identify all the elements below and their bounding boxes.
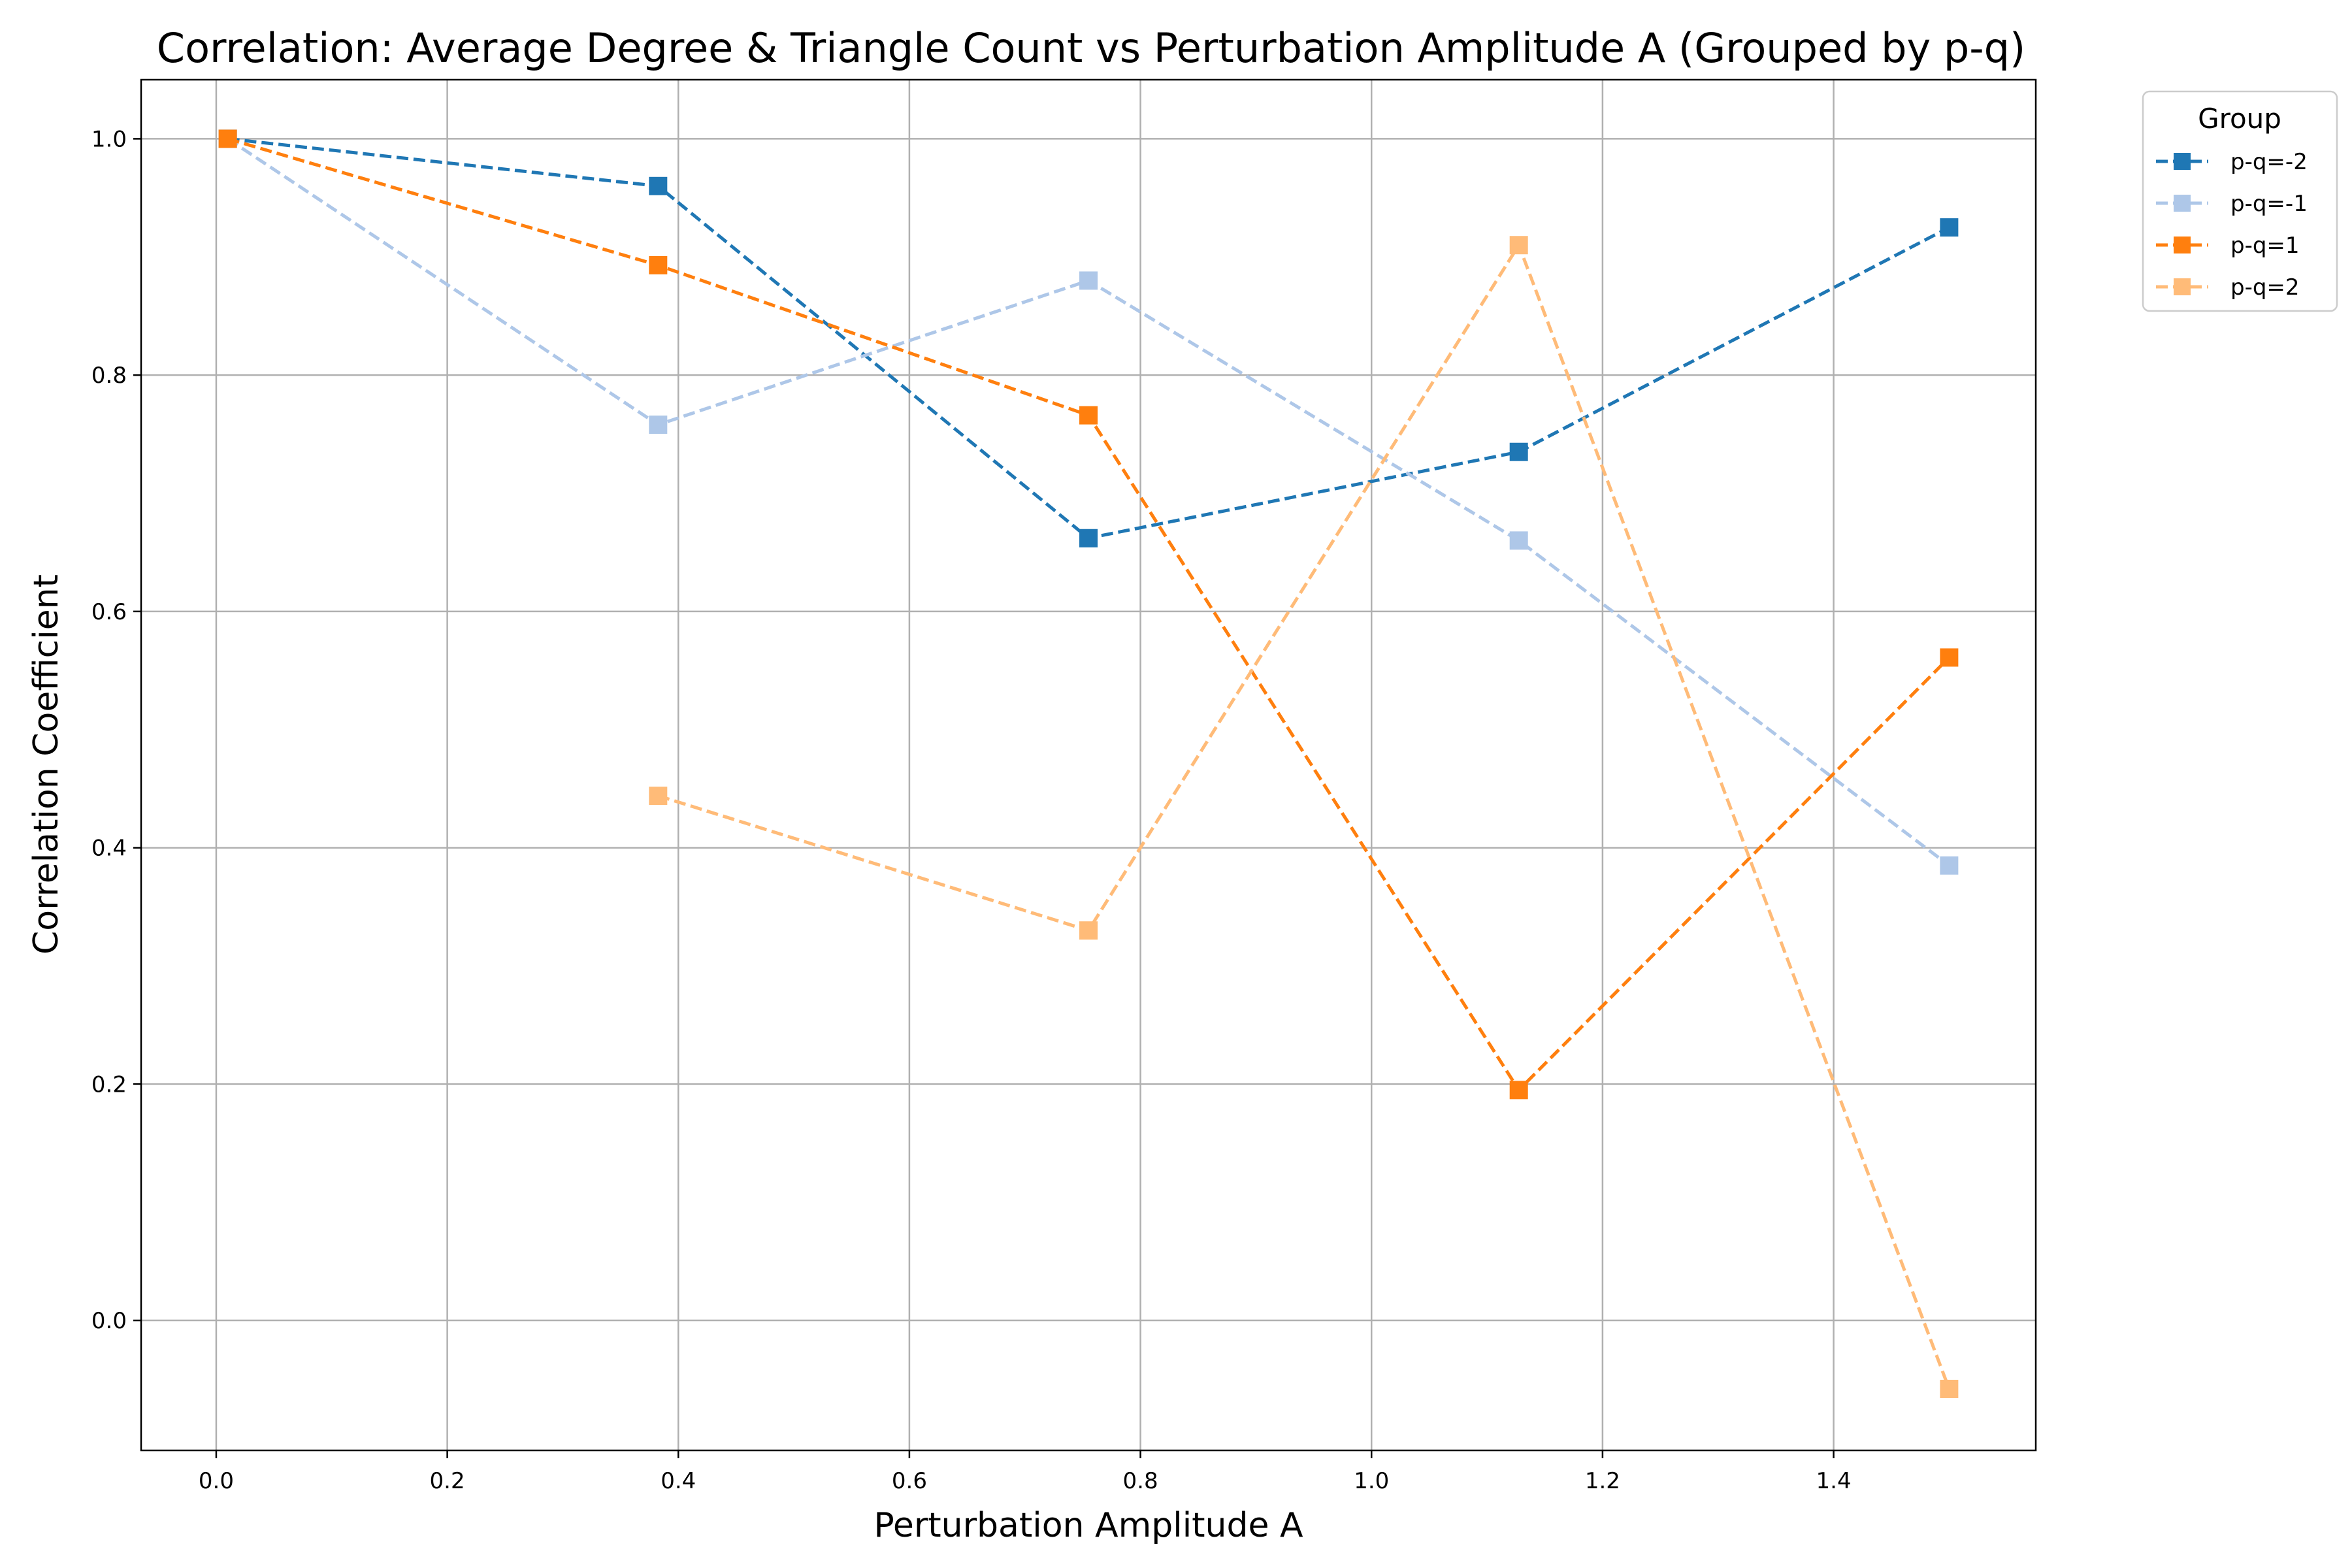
legend-label: p-q=2 <box>2230 274 2300 301</box>
data-point <box>1509 1081 1528 1100</box>
legend-item: p-q=2 <box>2156 274 2300 301</box>
data-point <box>1079 921 1098 940</box>
data-point <box>1509 442 1528 461</box>
grid-lines <box>141 80 2036 1450</box>
x-tick-label: 0.0 <box>199 1468 234 1494</box>
y-tick-label: 0.4 <box>91 836 127 862</box>
data-point <box>1509 236 1528 255</box>
data-point <box>1940 856 1959 875</box>
y-axis-ticks: 0.0 0.2 0.4 0.6 0.8 1.0 <box>91 126 141 1334</box>
data-point <box>1079 271 1098 290</box>
data-point <box>1079 406 1098 425</box>
data-point <box>649 176 668 195</box>
legend: Group p-q=-2 p-q=-1 p-q=1 p-q=2 <box>2142 90 2338 312</box>
y-axis-label: Correlation Coefficient <box>27 574 66 955</box>
data-point <box>649 255 668 274</box>
legend-item: p-q=-2 <box>2156 149 2308 175</box>
plot-area-frame <box>140 78 2037 1452</box>
series-p-q=1 <box>218 129 1959 1100</box>
legend-label: p-q=1 <box>2230 233 2300 259</box>
legend-label: p-q=-2 <box>2230 149 2308 175</box>
x-axis-ticks: 0.0 0.2 0.4 0.6 0.8 1.0 1.2 1.4 <box>199 1450 1852 1494</box>
data-point <box>649 787 668 806</box>
series-p-q=-1 <box>218 129 1959 875</box>
x-tick-label: 0.2 <box>430 1468 465 1494</box>
legend-box <box>2142 90 2338 312</box>
series-line <box>657 243 1951 1390</box>
x-tick-label: 0.4 <box>661 1468 696 1494</box>
data-point <box>1940 218 1959 237</box>
data-point <box>1940 1379 1959 1398</box>
legend-title: Group <box>2198 103 2281 135</box>
x-tick-label: 0.6 <box>892 1468 927 1494</box>
x-tick-label: 1.4 <box>1816 1468 1852 1494</box>
y-tick-label: 0.0 <box>91 1308 127 1334</box>
legend-item: p-q=1 <box>2156 233 2300 259</box>
legend-label: p-q=-1 <box>2230 191 2308 217</box>
x-tick-label: 1.0 <box>1354 1468 1389 1494</box>
chart-title: Correlation: Average Degree & Triangle C… <box>157 24 2025 72</box>
y-tick-label: 0.2 <box>91 1071 127 1098</box>
legend-marker-swatch <box>2174 153 2191 170</box>
x-tick-label: 1.2 <box>1585 1468 1620 1494</box>
data-point <box>1079 529 1098 547</box>
legend-items: p-q=-2 p-q=-1 p-q=1 p-q=2 <box>2156 149 2308 301</box>
legend-marker-swatch <box>2174 195 2191 212</box>
data-point <box>649 416 668 434</box>
x-axis-label: Perturbation Amplitude A <box>874 1506 1303 1545</box>
series-layer <box>218 129 1959 1398</box>
data-point <box>1509 531 1528 550</box>
data-point <box>218 129 237 148</box>
series-p-q=2 <box>649 236 1959 1398</box>
y-tick-label: 0.8 <box>91 363 127 389</box>
legend-item: p-q=-1 <box>2156 191 2308 217</box>
legend-marker-swatch <box>2174 237 2191 253</box>
y-tick-label: 1.0 <box>91 126 127 152</box>
data-point <box>1940 648 1959 667</box>
legend-marker-swatch <box>2174 278 2191 295</box>
x-tick-label: 0.8 <box>1123 1468 1158 1494</box>
y-tick-label: 0.6 <box>91 599 127 625</box>
